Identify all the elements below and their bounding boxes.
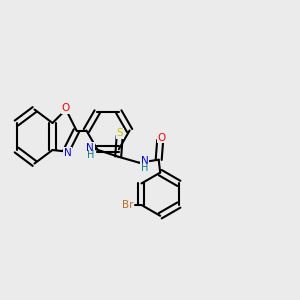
Text: O: O: [158, 133, 166, 143]
Text: H: H: [87, 150, 94, 160]
Text: S: S: [116, 128, 123, 138]
Text: N: N: [141, 156, 148, 166]
Text: O: O: [62, 103, 70, 113]
Text: N: N: [64, 148, 71, 158]
Text: H: H: [141, 163, 148, 173]
Text: Br: Br: [122, 200, 133, 210]
Text: N: N: [86, 143, 94, 153]
